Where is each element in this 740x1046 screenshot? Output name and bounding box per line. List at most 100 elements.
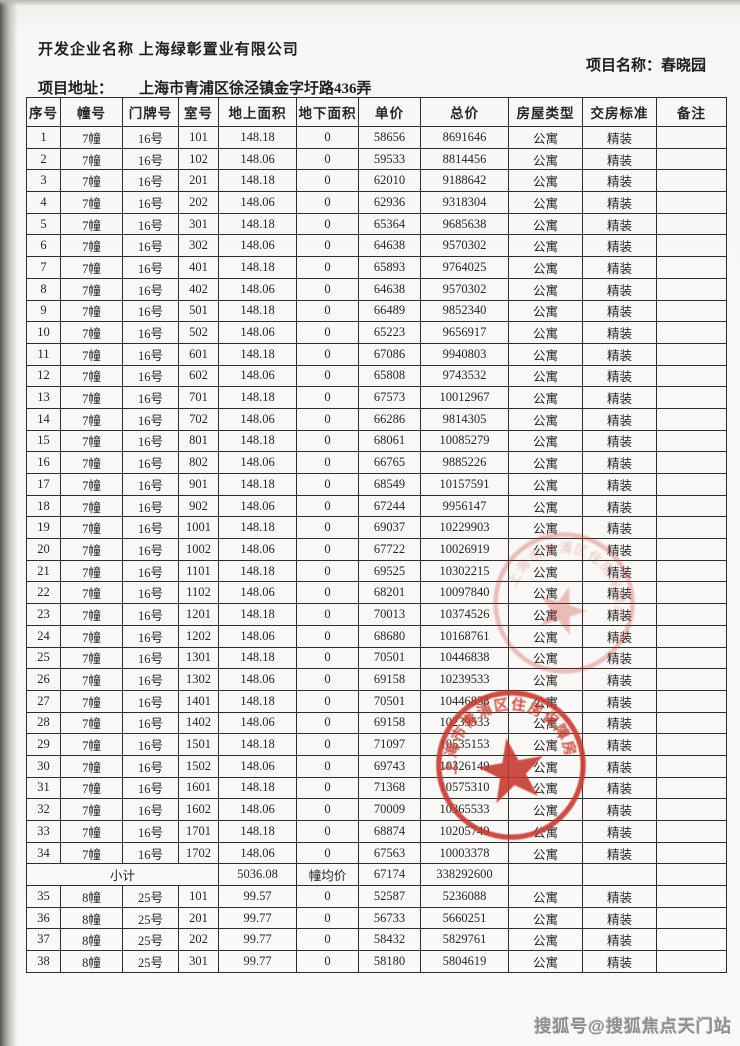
- table-cell: 精装: [582, 256, 657, 279]
- table-cell: 0: [296, 538, 359, 561]
- table-cell: 精装: [582, 364, 657, 388]
- table-cell: [656, 668, 727, 691]
- table-row: 26 7幢 16号 1302 148.06 0 69158 10239533 公寓 精装: [26, 668, 727, 691]
- table-cell: [656, 342, 727, 366]
- table-row: 13 7幢 16号 701 148.18 0 67573 10012967 公寓 精装: [26, 386, 727, 409]
- table-cell: 36: [26, 906, 61, 930]
- table-cell: 99.77: [218, 950, 297, 973]
- table-cell: 10365533: [420, 798, 509, 821]
- table-cell: 7幢: [60, 147, 123, 171]
- table-cell: 10374526: [420, 603, 509, 626]
- table-cell: 68061: [358, 429, 421, 453]
- table-cell: 0: [296, 559, 359, 583]
- table-cell: 8691646: [420, 126, 509, 149]
- table-cell: 702: [178, 407, 219, 431]
- table-cell: 公寓: [508, 299, 583, 323]
- column-header: 序号: [26, 97, 61, 127]
- table-cell: 公寓: [508, 386, 583, 409]
- table-cell: 10446838: [420, 689, 509, 713]
- table-cell: 16号: [122, 364, 179, 388]
- table-row: 34 7幢 16号 1702 148.06 0 67563 10003378 公寓 精装: [26, 841, 727, 865]
- table-cell: 公寓: [508, 581, 583, 605]
- table-cell: 9318304: [420, 191, 509, 214]
- table-cell: 148.18: [218, 559, 297, 583]
- table-cell: 25: [26, 646, 61, 670]
- table-cell: 16号: [122, 473, 179, 496]
- table-cell: 11: [26, 342, 61, 366]
- table-cell: 1002: [178, 538, 219, 561]
- table-cell: 70013: [358, 603, 421, 626]
- table-cell: 65893: [358, 256, 421, 279]
- table-cell: 16号: [122, 711, 179, 735]
- table-cell: 0: [296, 668, 359, 691]
- table-cell: 148.18: [218, 820, 297, 843]
- table-cell: 16号: [122, 689, 179, 713]
- table-cell: 201: [178, 906, 219, 930]
- column-header: 房屋类型: [508, 97, 583, 127]
- table-cell: 58656: [358, 126, 421, 149]
- table-row: 3 7幢 16号 201 148.18 0 62010 9188642 公寓 精装: [26, 169, 727, 193]
- table-cell: [656, 147, 727, 171]
- table-cell: 公寓: [508, 733, 583, 756]
- table-cell: 1401: [178, 689, 219, 713]
- table-cell: 精装: [582, 603, 657, 626]
- table-row: 9 7幢 16号 501 148.18 0 66489 9852340 公寓 精装: [26, 299, 727, 323]
- table-row: 6 7幢 16号 302 148.06 0 64638 9570302 公寓 精装: [26, 234, 727, 258]
- table-cell: 148.18: [218, 776, 297, 800]
- table-cell: 148.18: [218, 386, 297, 409]
- table-cell: [656, 212, 727, 236]
- table-cell: 7幢: [60, 776, 123, 800]
- table-cell: 1702: [178, 841, 219, 865]
- table-cell: 精装: [582, 820, 657, 843]
- table-cell: 69743: [358, 754, 421, 778]
- table-cell: 7: [26, 256, 61, 279]
- table-cell: 148.18: [218, 733, 297, 756]
- table-cell: 148.06: [218, 711, 297, 735]
- table-cell: 902: [178, 494, 219, 518]
- table-cell: 7幢: [60, 646, 123, 670]
- table-cell: 9685638: [420, 212, 509, 236]
- table-cell: [656, 473, 727, 496]
- table-cell: 16号: [122, 494, 179, 518]
- table-cell: 8幢: [60, 928, 123, 952]
- table-cell: 公寓: [508, 754, 583, 778]
- table-cell: 148.06: [218, 624, 297, 648]
- table-cell: 精装: [582, 451, 657, 474]
- table-cell: 148.18: [218, 342, 297, 366]
- table-cell: 101: [178, 126, 219, 149]
- table-cell: 69158: [358, 668, 421, 691]
- table-cell: 3: [26, 169, 61, 193]
- table-cell: 0: [296, 386, 359, 409]
- table-cell: 公寓: [508, 603, 583, 626]
- table-cell: 7幢: [60, 689, 123, 713]
- table-cell: 1101: [178, 559, 219, 583]
- table-cell: [656, 169, 727, 193]
- table-cell: [656, 538, 727, 561]
- table-cell: 68201: [358, 581, 421, 605]
- table-cell: 精装: [582, 212, 657, 236]
- table-cell: 64638: [358, 234, 421, 258]
- table-cell: 0: [296, 169, 359, 193]
- table-cell: 9764025: [420, 256, 509, 279]
- table-cell: 38: [26, 950, 61, 973]
- table-cell: 公寓: [508, 256, 583, 279]
- table-cell: 19: [26, 516, 61, 540]
- table-cell: [656, 863, 727, 887]
- table-cell: 0: [296, 147, 359, 171]
- table-row: 4 7幢 16号 202 148.06 0 62936 9318304 公寓 精装: [26, 191, 727, 214]
- table-cell: 64638: [358, 277, 421, 301]
- table-row: 1 7幢 16号 101 148.18 0 58656 8691646 公寓 精装: [26, 126, 727, 149]
- table-cell: 148.06: [218, 147, 297, 171]
- project-name: 项目名称：春晓园: [586, 54, 706, 75]
- table-cell: 0: [296, 885, 359, 908]
- table-cell: 9570302: [420, 277, 509, 301]
- subtotal-label: 小计: [26, 863, 219, 887]
- column-header: 室号: [178, 97, 219, 127]
- table-cell: 16: [26, 451, 61, 474]
- table-cell: 23: [26, 603, 61, 626]
- table-row: 12 7幢 16号 602 148.06 0 65808 9743532 公寓 精装: [26, 364, 727, 388]
- table-cell: 精装: [582, 689, 657, 713]
- table-row: 29 7幢 16号 1501 148.18 0 71097 10535153 公寓 精装: [26, 733, 727, 756]
- table-cell: [656, 494, 727, 518]
